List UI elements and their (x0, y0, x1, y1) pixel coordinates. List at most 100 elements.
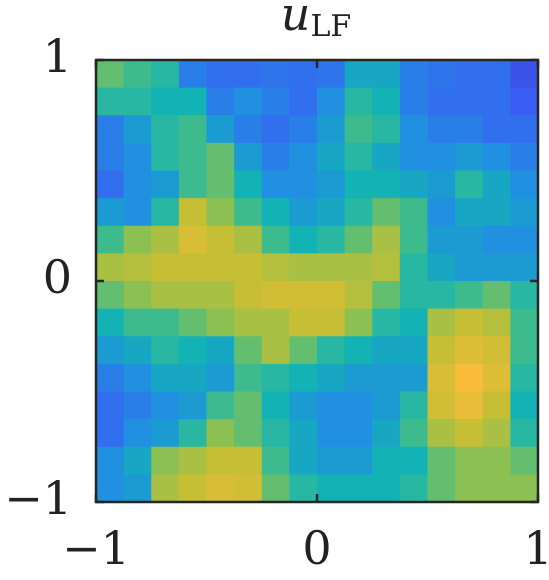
y-tick-label: 1 (43, 29, 72, 83)
heatmap-cell (261, 87, 290, 116)
heatmap-cell (372, 336, 401, 365)
heatmap-cell (289, 60, 318, 89)
heatmap-cell (151, 253, 180, 282)
heatmap-cell (455, 446, 484, 475)
heatmap-cell (482, 391, 511, 420)
heatmap-cell (344, 253, 373, 282)
heatmap-cell (455, 419, 484, 448)
heatmap-cell (96, 336, 125, 365)
heatmap-cell (510, 308, 539, 337)
heatmap-cell (344, 419, 373, 448)
heatmap-cell (372, 474, 401, 503)
heatmap-cell (399, 446, 428, 475)
heatmap-cell (399, 198, 428, 227)
heatmap-cell (261, 198, 290, 227)
heatmap-cell (344, 115, 373, 144)
heatmap-cell (123, 281, 152, 310)
heatmap-cell (96, 363, 125, 392)
x-tick-label: −1 (62, 521, 130, 575)
heatmap-cell (206, 142, 235, 171)
heatmap-cell (510, 198, 539, 227)
heatmap-cell (234, 391, 263, 420)
heatmap-cell (151, 308, 180, 337)
heatmap-cell (427, 308, 456, 337)
heatmap-cell (234, 60, 263, 89)
heatmap-cell (261, 60, 290, 89)
heatmap-cell (372, 198, 401, 227)
heatmap-cell (234, 336, 263, 365)
heatmap-cell (317, 281, 346, 310)
heatmap-cell (482, 225, 511, 254)
heatmap-cell (178, 87, 207, 116)
heatmap-cell (151, 198, 180, 227)
heatmap-cell (289, 170, 318, 199)
heatmap-cell (482, 308, 511, 337)
heatmap-cell (427, 225, 456, 254)
heatmap-cell (317, 363, 346, 392)
heatmap-cell (510, 142, 539, 171)
chart-title: uLF (281, 0, 351, 44)
heatmap-cell (151, 142, 180, 171)
heatmap-cell (261, 446, 290, 475)
heatmap-cell (123, 198, 152, 227)
heatmap-cell (317, 170, 346, 199)
heatmap-cell (482, 142, 511, 171)
heatmap-cell (399, 115, 428, 144)
heatmap-cell (427, 253, 456, 282)
heatmap-cell (96, 142, 125, 171)
heatmap-cell (455, 115, 484, 144)
heatmap-cell (206, 363, 235, 392)
heatmap-cell (151, 446, 180, 475)
heatmap-cell (123, 391, 152, 420)
heatmap-cell (206, 225, 235, 254)
heatmap-cell (261, 363, 290, 392)
heatmap-cell (372, 115, 401, 144)
heatmap-cell (123, 253, 152, 282)
heatmap-cell (123, 363, 152, 392)
heatmap-cell (455, 308, 484, 337)
heatmap-cell (399, 363, 428, 392)
heatmap-cell (344, 142, 373, 171)
heatmap-cell (123, 474, 152, 503)
heatmap-cell (455, 391, 484, 420)
heatmap-cell (482, 474, 511, 503)
heatmap-cell (96, 198, 125, 227)
heatmap-cell (289, 198, 318, 227)
heatmap-cell (123, 87, 152, 116)
heatmap-cell (261, 391, 290, 420)
heatmap-cell (344, 225, 373, 254)
heatmap-cell (482, 115, 511, 144)
heatmap-cell (344, 308, 373, 337)
heatmap-cell (123, 419, 152, 448)
heatmap-cell (261, 170, 290, 199)
heatmap-cell (206, 391, 235, 420)
heatmap-cell (317, 60, 346, 89)
heatmap-cell (289, 225, 318, 254)
heatmap-cell (427, 198, 456, 227)
heatmap-cell (344, 281, 373, 310)
heatmap-cell (455, 198, 484, 227)
heatmap-cell (261, 142, 290, 171)
heatmap-cell (261, 115, 290, 144)
heatmap-cell (96, 308, 125, 337)
heatmap-cell (427, 474, 456, 503)
heatmap-cell (317, 419, 346, 448)
heatmap-cell (372, 225, 401, 254)
heatmap-cell (372, 87, 401, 116)
heatmap-cell (317, 336, 346, 365)
heatmap-cell (234, 115, 263, 144)
heatmap-cell (151, 170, 180, 199)
heatmap-cell (344, 170, 373, 199)
heatmap-cell (317, 142, 346, 171)
heatmap-cell (399, 60, 428, 89)
x-tick-label: 0 (302, 521, 331, 575)
heatmap-cell (234, 474, 263, 503)
heatmap-cell (510, 170, 539, 199)
heatmap-cell (289, 253, 318, 282)
heatmap-cell (178, 198, 207, 227)
heatmap-cell (206, 419, 235, 448)
heatmap-cell (123, 60, 152, 89)
heatmap-cell (482, 336, 511, 365)
heatmap-cell (151, 391, 180, 420)
